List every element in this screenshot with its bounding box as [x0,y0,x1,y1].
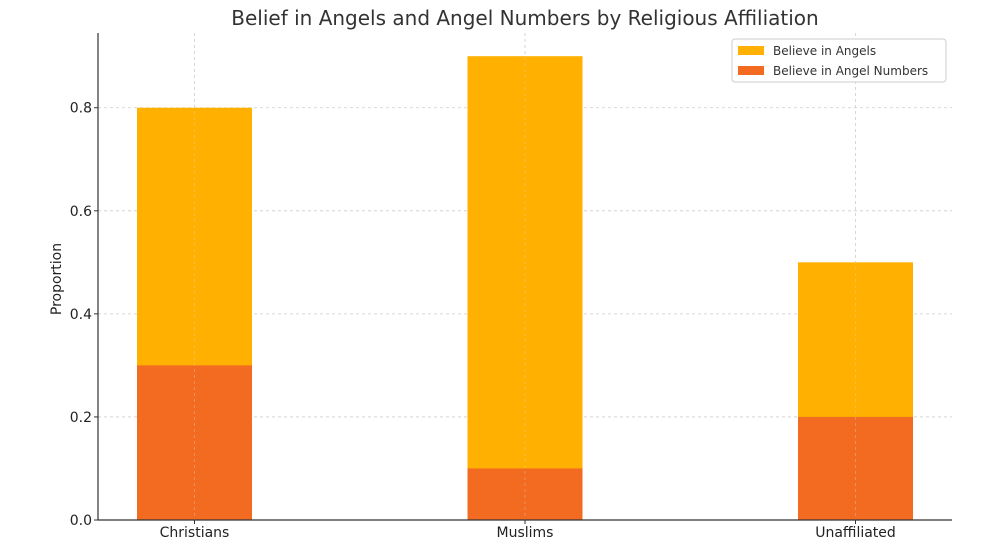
axes [94,33,952,524]
y-axis-label: Proportion [49,243,65,315]
legend-label: Believe in Angels [773,44,876,58]
x-tick-label: Christians [160,525,230,541]
x-tick-label: Muslims [497,525,554,541]
legend-swatch [738,46,764,55]
x-tick-label: Unaffiliated [815,525,896,541]
y-tick-label: 0.4 [70,307,92,323]
y-tick-label: 0.8 [70,101,92,117]
y-tick-label: 0.0 [70,513,92,529]
y-tick-label: 0.2 [70,410,92,426]
legend-swatch [738,66,764,75]
legend-box [731,38,947,83]
bar-angel-numbers [467,468,583,520]
y-tick-label: 0.6 [70,204,92,220]
bar-angel-numbers [798,416,913,520]
tick-labels: 0.0 0.2 0.4 0.6 0.8 Christians Muslims Unaffili… [70,101,896,541]
bars [137,33,913,521]
legend-label: Believe in Angel Numbers [773,64,928,78]
legend: Believe in Angels Believe in Angel Number… [731,38,947,83]
chart-title: Belief in Angels and Angel Numbers by Re… [231,6,818,30]
